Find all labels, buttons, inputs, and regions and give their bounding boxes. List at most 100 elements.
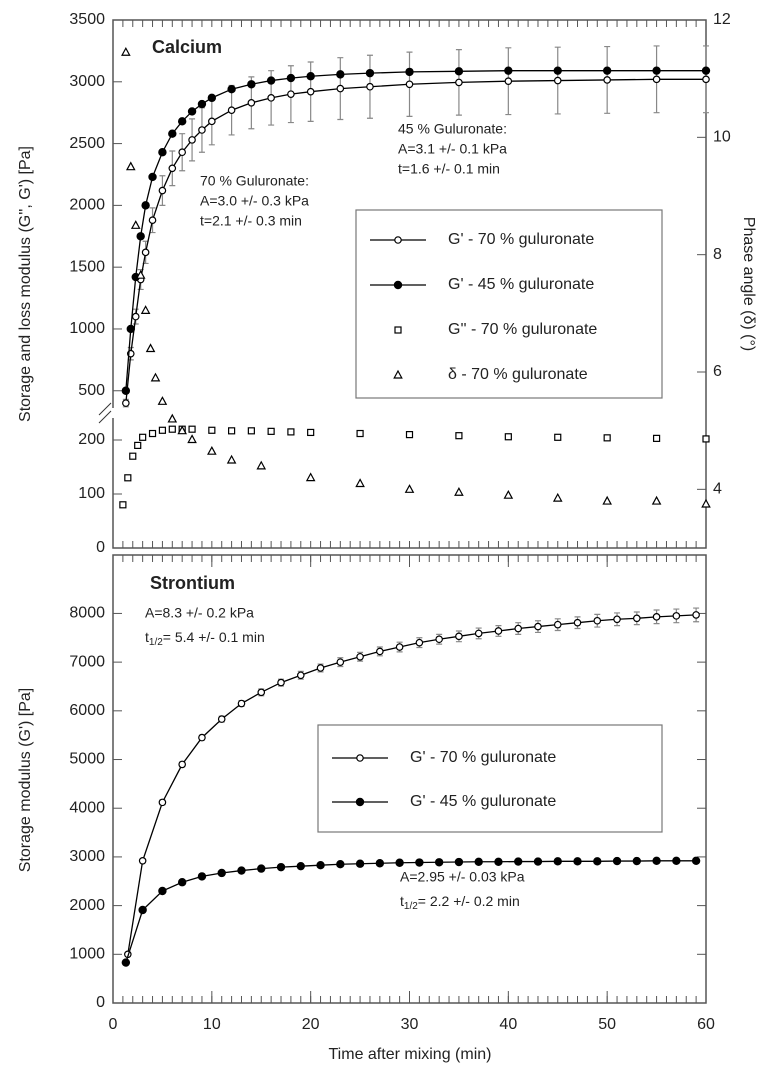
data-point bbox=[158, 426, 167, 434]
data-point bbox=[552, 492, 563, 502]
data-point bbox=[395, 643, 404, 651]
data-point bbox=[138, 857, 147, 865]
data-point bbox=[405, 431, 414, 439]
data-point bbox=[474, 857, 483, 866]
y-tick-label: 6000 bbox=[69, 702, 105, 719]
data-point bbox=[178, 760, 186, 769]
annotation: 45 % Guluronate: bbox=[398, 121, 507, 137]
data-point bbox=[228, 427, 236, 435]
data-point bbox=[652, 434, 661, 442]
data-point bbox=[226, 454, 237, 464]
data-point bbox=[702, 435, 710, 443]
y-tick-label: 4000 bbox=[69, 799, 105, 816]
data-point bbox=[296, 861, 305, 871]
data-point bbox=[187, 107, 197, 116]
legend-label: δ - 70 % guluronate bbox=[448, 366, 588, 383]
data-point bbox=[256, 460, 267, 470]
data-point bbox=[494, 857, 503, 866]
data-point bbox=[148, 216, 157, 225]
data-point bbox=[633, 614, 641, 623]
y-axis-title: Storage and loss modulus (G'', G') [Pa] bbox=[17, 146, 34, 422]
data-point bbox=[336, 84, 345, 93]
legend-marker bbox=[356, 754, 364, 762]
data-point bbox=[227, 106, 236, 115]
data-point bbox=[306, 72, 315, 81]
data-point bbox=[434, 858, 444, 867]
data-point bbox=[134, 441, 142, 449]
data-point bbox=[158, 798, 167, 807]
data-point bbox=[168, 129, 177, 138]
data-point bbox=[266, 76, 276, 85]
data-point bbox=[651, 495, 662, 505]
data-point bbox=[197, 99, 207, 109]
data-point bbox=[415, 858, 424, 867]
legend-marker bbox=[394, 326, 402, 334]
x-tick-label: 50 bbox=[598, 1016, 616, 1033]
subscript: 1/2 bbox=[404, 901, 418, 912]
data-point bbox=[455, 632, 463, 641]
data-point bbox=[534, 622, 542, 631]
data-point bbox=[573, 618, 582, 627]
x-tick-label: 30 bbox=[401, 1016, 419, 1033]
data-point bbox=[376, 647, 384, 656]
legend-label: G' - 70 % guluronate bbox=[448, 231, 594, 248]
x-axis-title: Time after mixing (min) bbox=[329, 1046, 492, 1063]
data-point bbox=[136, 232, 145, 241]
legend-marker bbox=[355, 797, 365, 807]
panel-title: Strontium bbox=[150, 573, 235, 593]
data-point bbox=[131, 312, 140, 321]
annotation: A=2.95 +/- 0.03 kPa bbox=[400, 869, 525, 885]
data-point bbox=[158, 186, 167, 195]
y-tick-label: 8000 bbox=[69, 605, 105, 622]
data-point bbox=[533, 857, 543, 866]
data-point bbox=[121, 958, 131, 967]
data-point bbox=[316, 860, 325, 870]
legend-marker bbox=[393, 369, 403, 379]
data-point bbox=[356, 429, 364, 438]
data-point bbox=[672, 612, 681, 620]
annotation-part: t bbox=[400, 893, 404, 909]
data-point bbox=[602, 495, 612, 505]
data-point bbox=[247, 99, 256, 107]
data-point bbox=[141, 201, 150, 210]
data-point bbox=[366, 82, 374, 91]
y-tick-label: 7000 bbox=[69, 653, 105, 670]
annotation-part: t bbox=[145, 629, 149, 645]
data-point bbox=[593, 857, 602, 866]
data-point bbox=[168, 425, 176, 433]
data-point bbox=[454, 487, 464, 496]
data-point bbox=[356, 652, 364, 661]
data-point bbox=[197, 872, 207, 881]
data-point bbox=[375, 859, 385, 868]
legend-label: G'' - 70 % guluronate bbox=[448, 321, 597, 338]
data-point bbox=[336, 658, 345, 666]
data-point bbox=[405, 67, 414, 77]
data-point bbox=[121, 386, 131, 395]
annotation: 70 % Guluronate: bbox=[200, 173, 309, 189]
annotation: A=3.1 +/- 0.1 kPa bbox=[398, 141, 507, 157]
y2-tick-label: 12 bbox=[713, 11, 731, 28]
data-point bbox=[267, 427, 275, 435]
legend-box bbox=[317, 724, 663, 833]
data-point bbox=[701, 66, 711, 75]
data-point bbox=[267, 94, 275, 102]
data-point bbox=[286, 73, 296, 83]
y-tick-label: 0 bbox=[96, 994, 105, 1011]
y-tick-label: 0 bbox=[96, 539, 105, 556]
data-point bbox=[257, 688, 266, 697]
y-tick-label: 1500 bbox=[69, 258, 105, 275]
y-tick-label: 500 bbox=[78, 382, 105, 399]
data-point bbox=[415, 638, 424, 647]
data-point bbox=[207, 93, 217, 103]
data-point bbox=[504, 433, 512, 441]
data-point bbox=[612, 856, 622, 866]
data-point bbox=[307, 428, 315, 437]
data-point bbox=[514, 857, 523, 866]
data-point bbox=[395, 858, 404, 867]
data-point bbox=[157, 396, 168, 405]
data-point bbox=[125, 161, 136, 171]
data-point bbox=[455, 432, 463, 440]
data-point bbox=[277, 678, 285, 687]
data-point bbox=[124, 474, 132, 482]
